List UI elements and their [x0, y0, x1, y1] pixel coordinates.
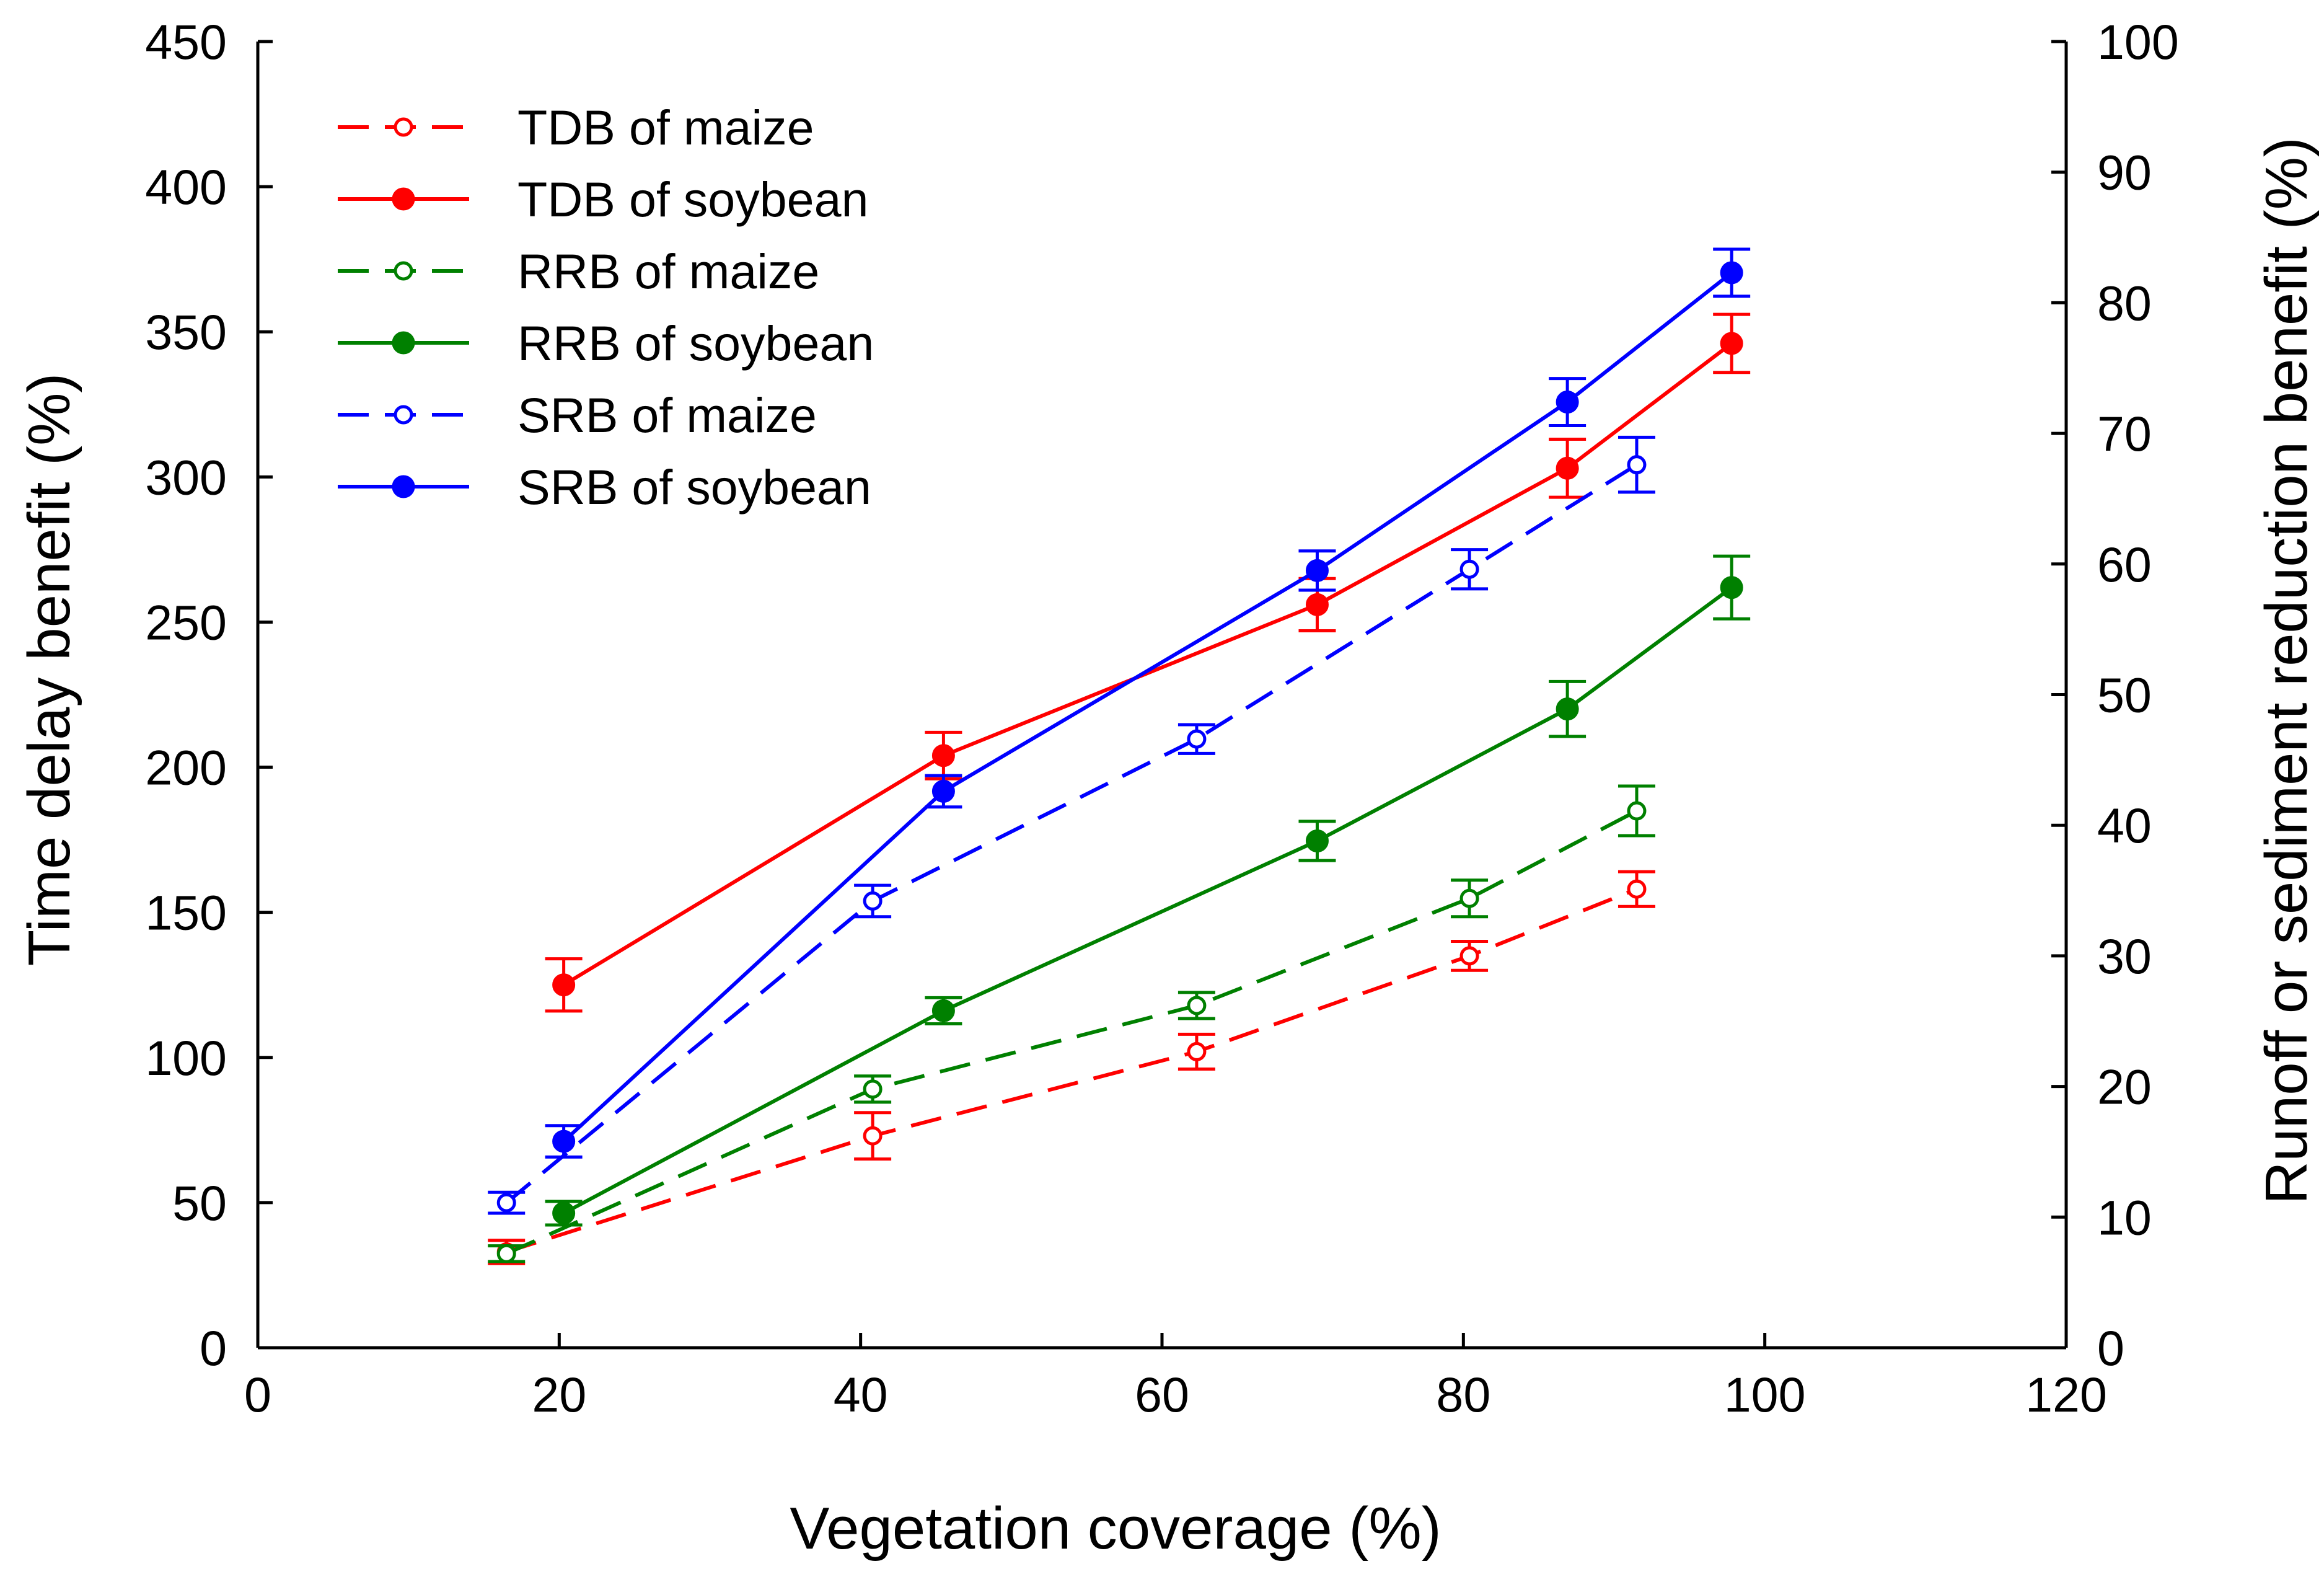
legend-item: TDB of maize [338, 100, 814, 155]
legend-label: SRB of maize [517, 387, 817, 443]
x-tick-label: 100 [1724, 1367, 1806, 1422]
series-rrb-of-maize [488, 784, 1655, 1263]
y-right-tick-label: 50 [2097, 668, 2152, 723]
x-tick-label: 120 [2025, 1367, 2107, 1422]
x-tick-label: 40 [834, 1367, 888, 1422]
y-right-tick-label: 30 [2097, 929, 2152, 984]
data-point [552, 973, 576, 997]
data-point [1720, 261, 1743, 285]
data-point [1305, 829, 1329, 852]
data-point [1556, 456, 1579, 480]
y-axis-right-title: Runoff or sediment reduction benefit (%) [2253, 137, 2320, 1205]
data-point [1459, 559, 1479, 579]
data-point [1627, 801, 1647, 821]
legend-marker [392, 475, 415, 498]
y-right-tick-label: 40 [2097, 798, 2152, 853]
series-tdb-of-maize [488, 870, 1655, 1265]
data-point [552, 1130, 576, 1153]
legend-marker [394, 117, 413, 137]
legend-label: TDB of maize [517, 100, 814, 155]
y-left-tick-label: 200 [145, 740, 227, 795]
y-left-tick-label: 250 [145, 595, 227, 650]
x-tick-label: 60 [1135, 1367, 1189, 1422]
legend-marker [392, 187, 415, 211]
y-right-tick-label: 20 [2097, 1059, 2152, 1115]
x-tick-label: 0 [244, 1367, 271, 1422]
y-left-tick-label: 450 [145, 14, 227, 69]
data-point [931, 779, 955, 803]
series-srb-of-maize [488, 435, 1655, 1215]
data-point [1627, 879, 1647, 899]
data-point [931, 999, 955, 1022]
legend-item: SRB of maize [338, 387, 817, 443]
x-tick-label: 20 [532, 1367, 586, 1422]
legend-item: RRB of soybean [338, 316, 874, 371]
data-point [863, 1079, 883, 1099]
legend-marker [392, 331, 415, 355]
plot-marks [488, 247, 1751, 1265]
y-left-tick-label: 350 [145, 304, 227, 360]
y-right-tick-label: 70 [2097, 406, 2152, 461]
y-left-tick-label: 400 [145, 159, 227, 214]
y-left-tick-label: 100 [145, 1030, 227, 1085]
y-left-tick-label: 150 [145, 885, 227, 940]
legend-label: TDB of soybean [517, 172, 868, 227]
legend-label: RRB of soybean [517, 316, 874, 371]
series-srb-of-soybean [545, 247, 1751, 1159]
data-point [1187, 1041, 1207, 1061]
legend-item: RRB of maize [338, 244, 819, 299]
y-left-tick-label: 0 [200, 1320, 227, 1376]
data-point [863, 891, 883, 911]
data-point [1627, 455, 1647, 475]
data-point [1720, 332, 1743, 355]
y-axis-left-title: Time delay benefit (%) [16, 373, 82, 966]
y-right-tick-label: 100 [2097, 14, 2179, 69]
data-point [1556, 391, 1579, 414]
data-point [1556, 697, 1579, 721]
y-right-tick-label: 80 [2097, 275, 2152, 330]
y-right-tick-label: 0 [2097, 1320, 2124, 1376]
series-line [505, 809, 1638, 1256]
data-point [1459, 946, 1479, 966]
x-tick-label: 80 [1436, 1367, 1490, 1422]
legend-label: RRB of maize [517, 244, 819, 299]
y-left-tick-label: 300 [145, 449, 227, 505]
data-point [496, 1193, 516, 1213]
data-point [552, 1201, 576, 1225]
y-right-tick-label: 10 [2097, 1190, 2152, 1245]
legend-item: SRB of soybean [338, 459, 871, 515]
legend-label: SRB of soybean [517, 459, 871, 515]
data-point [496, 1244, 516, 1263]
data-point [1720, 576, 1743, 599]
data-point [1187, 729, 1207, 749]
data-point [1305, 559, 1329, 582]
legend-marker [394, 261, 413, 281]
data-point [931, 744, 955, 767]
series-rrb-of-soybean [545, 554, 1751, 1227]
data-point [1459, 888, 1479, 908]
legend-marker [394, 405, 413, 425]
legend: TDB of maize TDB of soybean RRB of maize RR… [338, 100, 874, 515]
y-right-tick-label: 90 [2097, 145, 2152, 200]
data-point [1305, 593, 1329, 616]
axes: 0 20 40 60 80 100 1200501001502002503003504004… [145, 14, 2179, 1422]
data-point [1187, 996, 1207, 1015]
series-line [506, 887, 1638, 1254]
y-left-tick-label: 50 [172, 1175, 227, 1231]
x-axis-title: Vegetation coverage (%) [790, 1495, 1441, 1562]
legend-item: TDB of soybean [338, 172, 868, 227]
y-right-tick-label: 60 [2097, 537, 2152, 592]
data-point [863, 1126, 883, 1146]
